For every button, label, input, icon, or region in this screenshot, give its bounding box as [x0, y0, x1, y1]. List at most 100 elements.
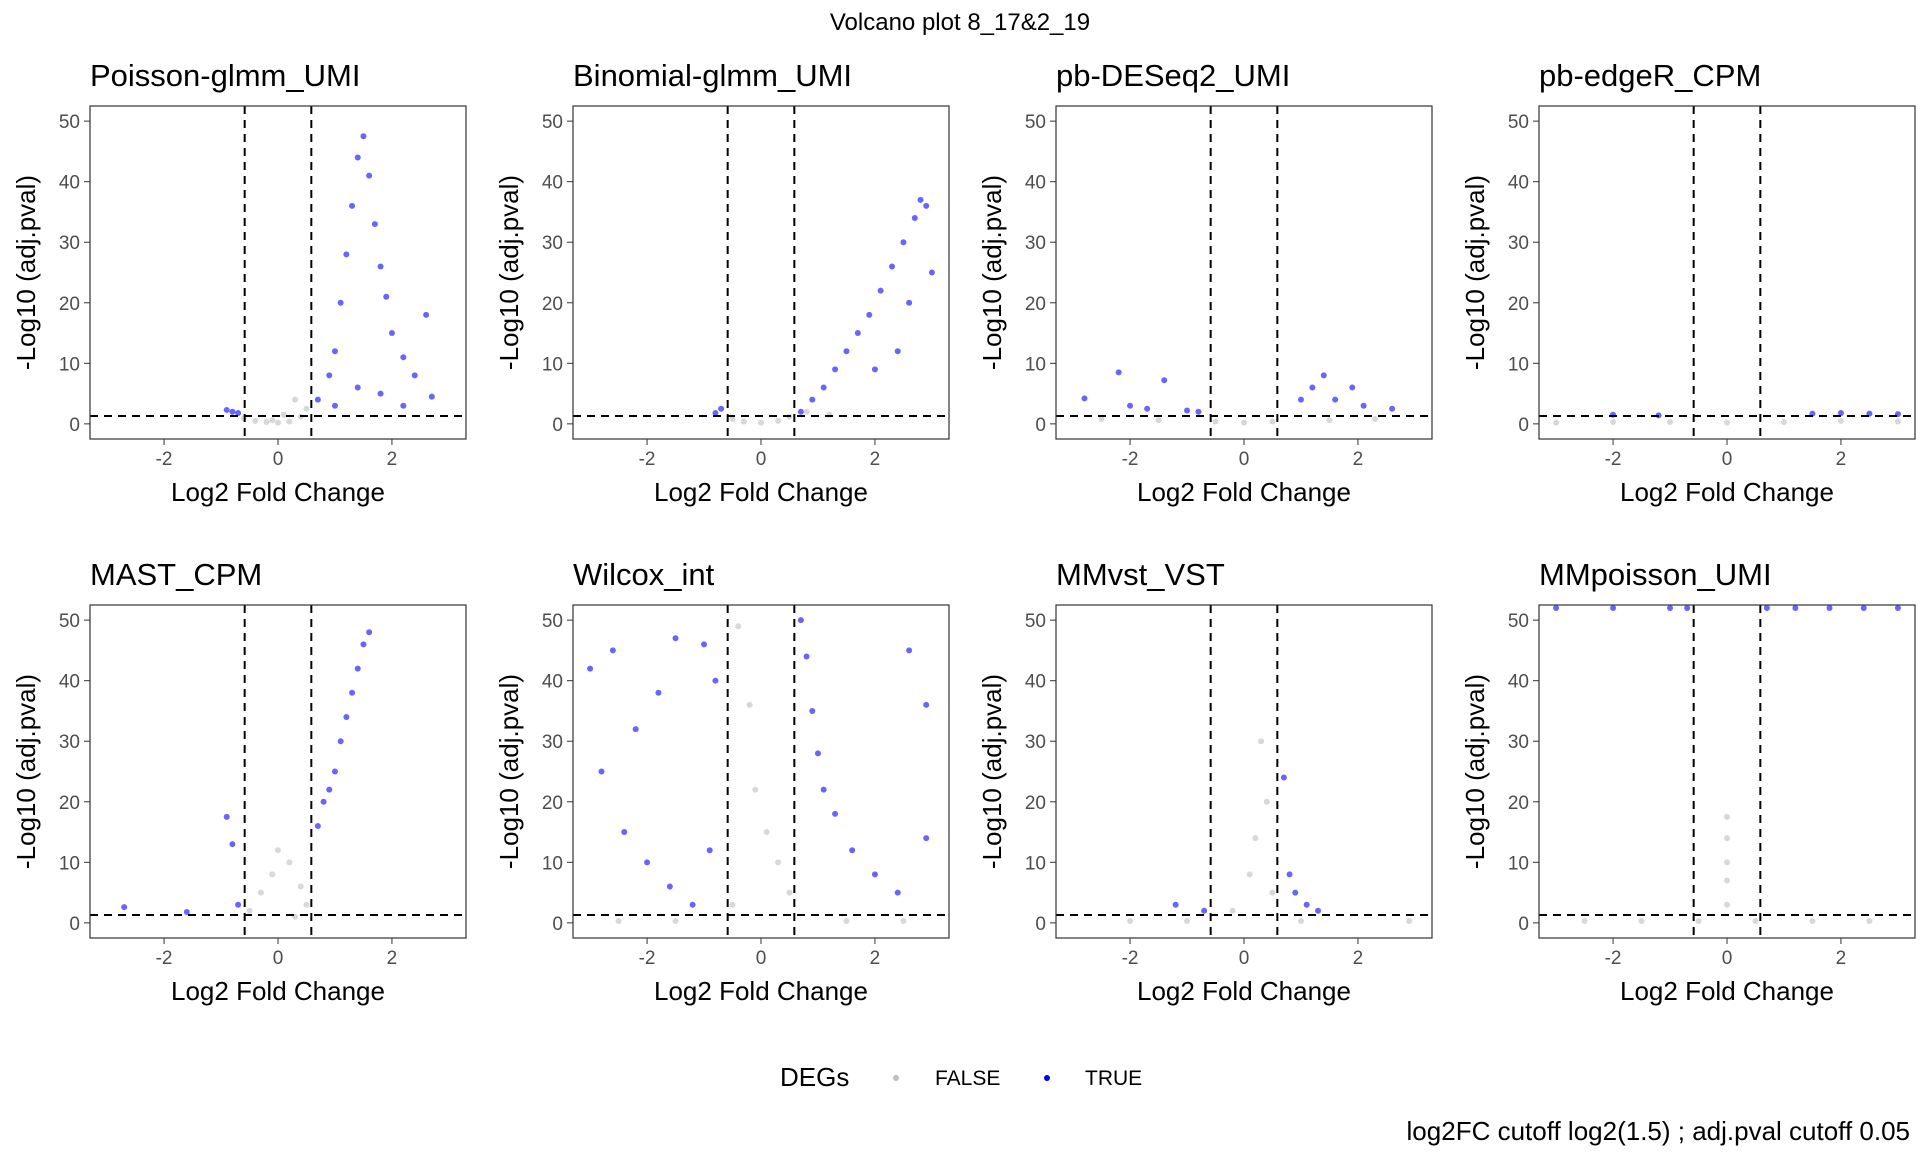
point-nondeg — [729, 901, 736, 908]
y-tick-label: 40 — [1508, 672, 1529, 693]
y-tick-label: 20 — [59, 793, 80, 814]
point-nondeg — [303, 901, 310, 908]
x-tick-label: -2 — [1605, 449, 1622, 470]
point-deg — [229, 408, 236, 415]
figure-title: Volcano plot 8_17&2_19 — [830, 9, 1090, 36]
panel-title: MAST_CPM — [90, 557, 262, 592]
x-axis-label: Log2 Fold Change — [1620, 976, 1834, 1006]
y-tick-label: 30 — [542, 732, 563, 753]
x-axis-label: Log2 Fold Change — [171, 477, 385, 507]
point-deg — [337, 299, 344, 306]
point-nondeg — [1258, 738, 1265, 745]
y-tick-label: 20 — [542, 294, 563, 315]
point-deg — [366, 172, 373, 179]
point-deg — [718, 405, 725, 412]
y-tick-label: 50 — [1025, 112, 1046, 133]
point-deg — [871, 366, 878, 373]
point-deg — [832, 810, 839, 817]
point-deg — [183, 908, 190, 915]
y-tick-label: 50 — [542, 611, 563, 632]
point-deg — [366, 629, 373, 636]
point-nondeg — [275, 847, 281, 854]
point-nondeg — [1263, 798, 1270, 805]
panel-border — [89, 604, 467, 939]
point-nondeg — [1667, 419, 1674, 426]
point-deg — [689, 901, 696, 908]
point-nondeg — [746, 701, 753, 708]
point-deg — [383, 293, 390, 300]
point-nondeg — [1724, 901, 1730, 908]
point-deg — [400, 354, 407, 361]
point-deg — [809, 707, 816, 714]
point-deg — [326, 372, 333, 379]
y-tick-label: 20 — [59, 294, 80, 315]
y-tick-label: 30 — [1025, 233, 1046, 254]
y-tick-label: 30 — [1508, 732, 1529, 753]
y-tick-label: 0 — [552, 415, 563, 436]
point-nondeg — [735, 623, 742, 630]
point-deg — [923, 701, 930, 708]
point-deg — [235, 409, 242, 416]
point-deg — [1144, 405, 1151, 412]
x-tick-label: -2 — [1605, 948, 1622, 969]
y-tick-label: 20 — [1025, 793, 1046, 814]
y-axis-label: -Log10 (adj.pval) — [494, 674, 524, 869]
point-deg — [894, 348, 901, 355]
point-deg — [229, 841, 236, 848]
point-deg — [598, 768, 605, 775]
point-deg — [917, 196, 924, 203]
point-deg — [428, 393, 435, 400]
point-deg — [849, 847, 856, 854]
point-deg — [1837, 409, 1844, 416]
point-deg — [1286, 871, 1293, 878]
point-nondeg — [286, 418, 293, 425]
point-deg — [1195, 408, 1202, 415]
panel-title: pb-edgeR_CPM — [1539, 58, 1761, 93]
panel-title: MMpoisson_UMI — [1539, 557, 1772, 592]
point-nondeg — [1252, 835, 1259, 842]
y-axis-label: -Log10 (adj.pval) — [11, 175, 41, 370]
point-deg — [377, 390, 384, 397]
x-axis-label: Log2 Fold Change — [654, 976, 868, 1006]
point-nondeg — [303, 405, 310, 412]
point-nondeg — [1098, 416, 1105, 423]
point-nondeg — [280, 411, 287, 418]
point-deg — [894, 889, 901, 896]
panel-border — [572, 604, 950, 939]
point-deg — [331, 402, 338, 409]
point-deg — [609, 647, 616, 654]
y-tick-label: 40 — [59, 173, 80, 194]
y-axis-label: -Log10 (adj.pval) — [977, 674, 1007, 869]
point-nondeg — [1894, 418, 1901, 425]
point-deg — [587, 665, 594, 672]
point-nondeg — [1553, 419, 1560, 426]
points-group — [1553, 605, 1901, 925]
point-deg — [854, 330, 861, 337]
point-deg — [411, 372, 418, 379]
x-tick-label: 0 — [273, 948, 284, 969]
x-tick-label: -2 — [639, 449, 656, 470]
y-tick-label: 30 — [1508, 233, 1529, 254]
y-tick-label: 0 — [1035, 914, 1046, 935]
x-axis-label: Log2 Fold Change — [1137, 477, 1351, 507]
legend-label-true: TRUE — [1085, 1067, 1142, 1090]
point-deg — [1860, 605, 1867, 612]
point-nondeg — [1724, 877, 1730, 884]
y-tick-label: 10 — [59, 853, 80, 874]
x-tick-label: -2 — [639, 948, 656, 969]
point-nondeg — [1724, 835, 1730, 842]
point-nondeg — [269, 871, 276, 878]
y-tick-label: 10 — [1025, 354, 1046, 375]
point-deg — [1303, 901, 1310, 908]
point-deg — [326, 786, 333, 793]
point-deg — [400, 402, 407, 409]
point-nondeg — [1724, 859, 1730, 866]
point-deg — [871, 871, 878, 878]
y-tick-label: 10 — [1508, 853, 1529, 874]
point-nondeg — [1229, 907, 1236, 914]
point-deg — [712, 409, 719, 416]
point-deg — [377, 263, 384, 270]
x-tick-label: 2 — [1836, 948, 1847, 969]
